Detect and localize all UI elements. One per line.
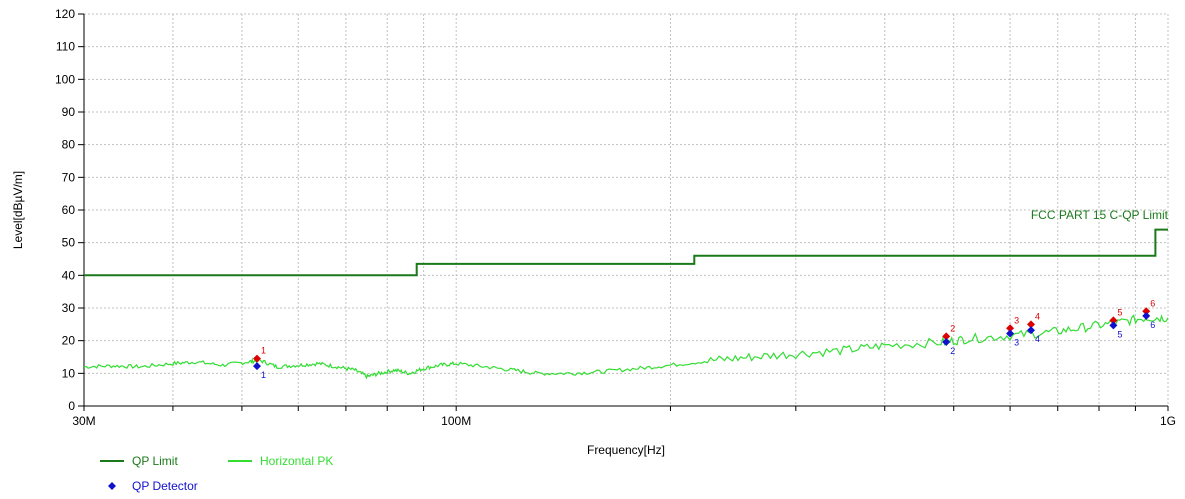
y-axis-title: Level[dBµV/m] (11, 171, 25, 249)
x-tick-label: 30M (72, 414, 95, 428)
qp-marker-label-6: 6 (1150, 320, 1155, 330)
qp-marker-label-1: 1 (261, 370, 266, 380)
legend: QP Limit Horizontal PK QP Detector (100, 454, 333, 493)
series-line-horizontal-pk (83, 314, 1169, 380)
peak-marker-label-2: 2 (950, 323, 955, 333)
legend-label-1: Horizontal PK (260, 454, 333, 468)
peak-marker-label-3: 3 (1014, 315, 1019, 325)
x-tick-label: 1G (1160, 414, 1176, 428)
axes-layer: 0 10 20 30 40 50 60 70 80 90 100 110 120 30M 100M 1G (55, 7, 1176, 428)
y-tick-label: 40 (62, 268, 76, 282)
peak-marker-2 (942, 332, 951, 341)
peak-marker-6 (1142, 307, 1151, 316)
peak-marker-1 (252, 354, 261, 363)
peak-marker-label-1: 1 (261, 346, 266, 356)
peak-marker-5 (1109, 316, 1118, 325)
qp-marker-5 (1109, 321, 1118, 330)
qp-marker-4 (1027, 326, 1036, 335)
qp-marker-6 (1142, 311, 1151, 320)
y-tick-label: 100 (55, 72, 75, 86)
legend-label-0: QP Limit (132, 454, 178, 468)
y-tick-label: 90 (62, 105, 76, 119)
qp-marker-label-3: 3 (1014, 337, 1019, 347)
qp-marker-label-5: 5 (1117, 329, 1122, 339)
y-tick-label: 20 (62, 334, 76, 348)
qp-marker-label-4: 4 (1035, 334, 1040, 344)
y-tick-label: 10 (62, 366, 76, 380)
qp-marker-1 (252, 362, 261, 371)
qp-marker-2 (942, 337, 951, 346)
qp-marker-label-2: 2 (950, 346, 955, 356)
series-layer (83, 228, 1169, 380)
y-tick-label: 0 (68, 399, 75, 413)
legend-swatch-2 (108, 482, 116, 490)
x-tick-label: 100M (441, 414, 471, 428)
limit-line-label: FCC PART 15 C-QP Limit (1031, 208, 1169, 222)
y-tick-label: 110 (56, 40, 75, 54)
peak-marker-3 (1006, 324, 1015, 333)
y-tick-label: 30 (62, 301, 76, 315)
peak-marker-4 (1027, 320, 1036, 329)
y-tick-label: 120 (55, 7, 75, 21)
y-tick-label: 70 (62, 170, 76, 184)
series-line-qp-limit (84, 228, 1168, 277)
x-axis-title: Frequency[Hz] (587, 443, 665, 457)
y-tick-label: 60 (62, 203, 76, 217)
legend-label-2: QP Detector (132, 479, 198, 493)
peak-marker-label-6: 6 (1150, 298, 1155, 308)
marker-layer: 1 1 2 2 3 3 4 4 5 5 6 6 (252, 298, 1155, 380)
y-tick-label: 50 (62, 236, 76, 250)
peak-marker-label-4: 4 (1035, 311, 1040, 321)
peak-marker-label-5: 5 (1117, 307, 1122, 317)
y-tick-label: 80 (62, 138, 76, 152)
grid-layer (83, 13, 1169, 407)
qp-marker-3 (1006, 329, 1015, 338)
